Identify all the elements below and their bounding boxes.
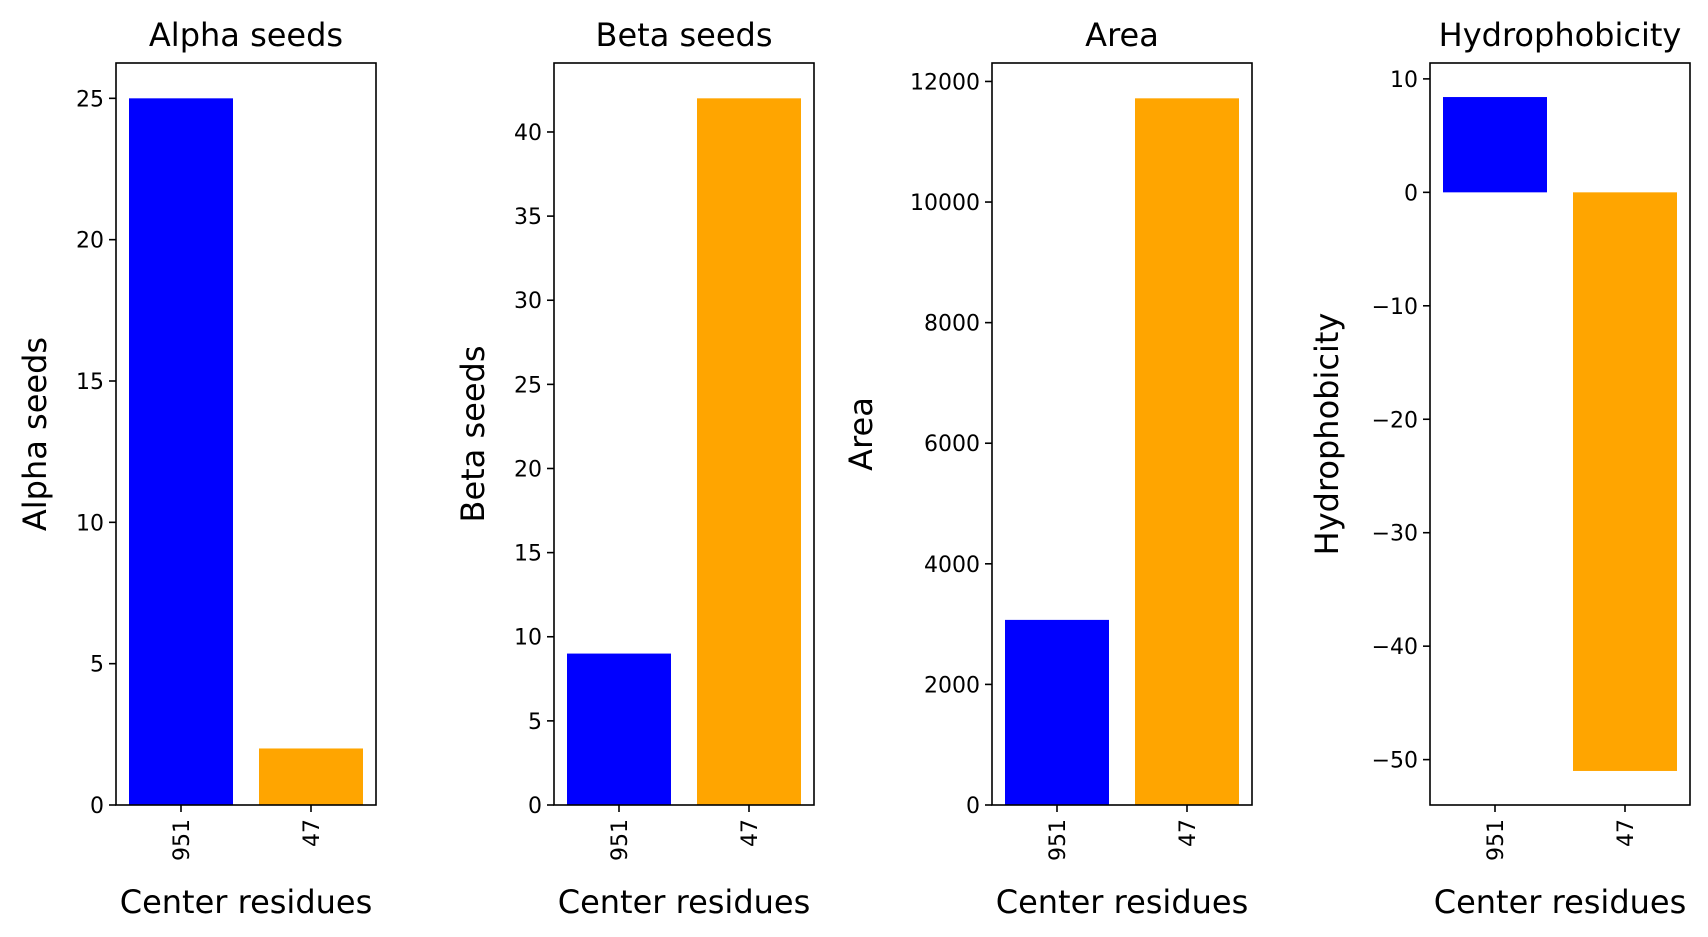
y-tick-label: 25 — [514, 373, 542, 398]
bar-group — [567, 98, 801, 805]
bar-951 — [129, 98, 233, 805]
x-axis-ticks: 951 47 — [608, 805, 763, 861]
y-tick-label: −20 — [1372, 408, 1418, 433]
y-tick-label: 2000 — [924, 673, 980, 698]
bar-group — [1005, 98, 1239, 805]
bar-47 — [1135, 98, 1239, 805]
x-tick-label: 47 — [1614, 819, 1639, 847]
y-axis-ticks: 0 5 10 15 20 25 30 35 40 — [514, 121, 554, 819]
x-axis-ticks: 951 47 — [170, 805, 325, 861]
x-axis-label: Center residues — [558, 883, 811, 921]
y-tick-label: 0 — [1404, 181, 1418, 206]
y-tick-label: 0 — [966, 794, 980, 819]
x-axis-label: Center residues — [120, 883, 373, 921]
x-axis-label: Center residues — [1434, 883, 1687, 921]
y-tick-label: 4000 — [924, 553, 980, 578]
y-tick-label: 0 — [528, 794, 542, 819]
subplot-title: Hydrophobicity — [1439, 16, 1682, 54]
y-tick-label: 35 — [514, 205, 542, 230]
bar-951 — [1005, 619, 1109, 805]
x-tick-label: 47 — [1176, 819, 1201, 847]
plot-frame — [1429, 62, 1691, 806]
y-axis-label: Alpha seeds — [16, 337, 54, 531]
bar-47 — [1573, 192, 1677, 771]
subplot-title: Alpha seeds — [149, 16, 343, 54]
bar-group — [1443, 97, 1677, 771]
plot-frame — [991, 62, 1253, 806]
y-axis-label: Area — [842, 397, 880, 471]
y-tick-label: −10 — [1372, 295, 1418, 320]
y-tick-label: 10 — [514, 626, 542, 651]
x-tick-label: 951 — [170, 819, 195, 861]
y-tick-label: −30 — [1372, 522, 1418, 547]
subplot-alpha-seeds: Alpha seeds 0 5 10 15 20 25 951 47 Alpha seeds… — [16, 16, 377, 921]
x-axis-ticks: 951 47 — [1484, 805, 1639, 861]
x-axis-label: Center residues — [996, 883, 1249, 921]
subplot-hydrophobicity: Hydrophobicity 100−10−20−30−40−50 951 47 … — [1308, 16, 1691, 921]
y-tick-label: 5 — [528, 710, 542, 735]
y-axis-label: Hydrophobicity — [1308, 313, 1346, 556]
bar-951 — [1443, 97, 1547, 193]
subplot-title: Area — [1085, 16, 1159, 54]
subplot-area: Area 0 2000 4000 6000 8000 10000 12000 951 47 A… — [842, 16, 1253, 921]
plot-frame — [115, 62, 377, 806]
bar-951 — [567, 653, 671, 805]
y-tick-label: 20 — [76, 229, 104, 254]
y-tick-label: 10000 — [910, 191, 980, 216]
x-tick-label: 951 — [1046, 819, 1071, 861]
x-axis-ticks: 951 47 — [1046, 805, 1201, 861]
y-tick-label: 5 — [90, 653, 104, 678]
y-tick-label: 25 — [76, 87, 104, 112]
plot-frame — [553, 62, 815, 806]
y-tick-label: 10 — [1390, 68, 1418, 93]
y-tick-label: 40 — [514, 121, 542, 146]
subplot-beta-seeds: Beta seeds 0 5 10 15 20 25 30 35 40 951 47 Beta s… — [454, 16, 815, 921]
x-tick-label: 951 — [608, 819, 633, 861]
y-axis-ticks: 0 2000 4000 6000 8000 10000 12000 — [910, 70, 992, 819]
y-tick-label: 12000 — [910, 70, 980, 95]
x-tick-label: 951 — [1484, 819, 1509, 861]
y-tick-label: 6000 — [924, 432, 980, 457]
y-tick-label: −40 — [1372, 635, 1418, 660]
y-tick-label: 15 — [514, 542, 542, 567]
y-tick-label: 15 — [76, 370, 104, 395]
bar-47 — [697, 98, 801, 805]
y-axis-ticks: 10 0 −10 −20 −30 −40 −50 — [1372, 68, 1430, 774]
bar-group — [129, 98, 363, 805]
bar-47 — [259, 748, 363, 805]
y-tick-label: 0 — [90, 794, 104, 819]
y-tick-label: 30 — [514, 289, 542, 314]
y-tick-label: 20 — [514, 457, 542, 482]
y-tick-label: −50 — [1372, 749, 1418, 774]
x-tick-label: 47 — [738, 819, 763, 847]
x-tick-label: 47 — [300, 819, 325, 847]
y-tick-label: 8000 — [924, 312, 980, 337]
y-axis-label: Beta seeds — [454, 346, 492, 523]
subplot-title: Beta seeds — [596, 16, 773, 54]
y-tick-label: 10 — [76, 511, 104, 536]
y-axis-ticks: 0 5 10 15 20 25 — [76, 87, 116, 819]
